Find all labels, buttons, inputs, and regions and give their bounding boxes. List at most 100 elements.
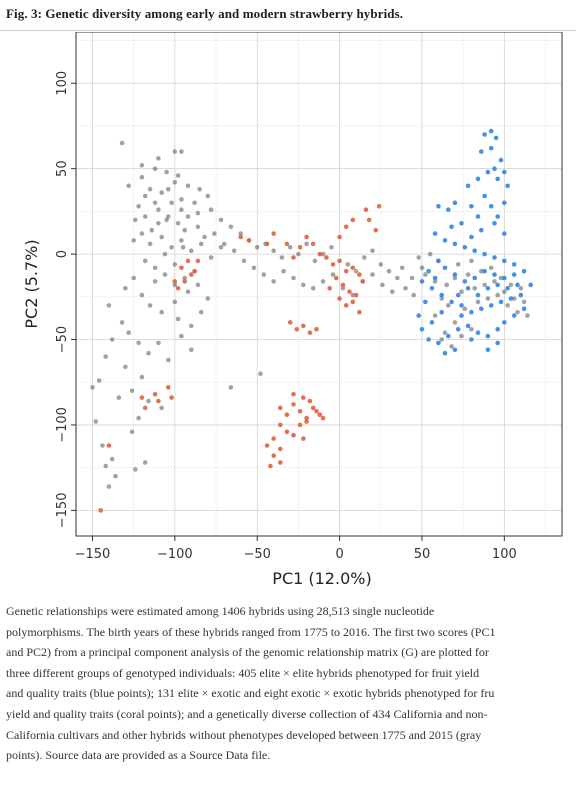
coral-point: [337, 258, 342, 264]
coral-point: [327, 286, 333, 291]
coral-point: [179, 265, 184, 271]
blue-point: [439, 292, 445, 298]
gray-point: [189, 248, 194, 253]
blue-point: [498, 299, 504, 305]
blue-point: [475, 292, 481, 298]
gray-point: [185, 214, 191, 219]
blue-point: [475, 214, 481, 219]
x-tick-label: −50: [244, 547, 271, 562]
blue-point: [502, 275, 507, 281]
coral-point: [189, 272, 194, 277]
gray-point: [459, 333, 464, 339]
gray-point: [395, 275, 400, 281]
gray-point: [378, 262, 384, 267]
coral-point: [357, 272, 362, 277]
gray-point: [169, 200, 174, 206]
coral-point: [268, 463, 273, 469]
gray-point: [399, 265, 405, 271]
coral-point: [98, 508, 103, 513]
coral-point: [185, 258, 191, 264]
blue-point: [502, 200, 507, 206]
blue-point: [515, 282, 520, 288]
gray-point: [498, 275, 504, 281]
blue-point: [449, 224, 454, 230]
blue-point: [432, 275, 438, 281]
gray-point: [197, 186, 202, 192]
gray-point: [126, 330, 131, 336]
coral-point: [172, 279, 178, 284]
gray-point: [472, 286, 478, 291]
gray-point: [482, 282, 487, 288]
blue-point: [442, 350, 448, 356]
coral-point: [314, 327, 319, 332]
blue-point: [502, 231, 507, 236]
coral-point: [142, 405, 148, 411]
blue-point: [505, 286, 510, 291]
gray-point: [449, 344, 454, 349]
coral-point: [297, 422, 303, 428]
blue-point: [492, 272, 497, 277]
blue-point: [469, 309, 474, 315]
caption-line: and quality traits (blue points); 131 el…: [6, 686, 495, 701]
blue-point: [502, 169, 507, 175]
gray-point: [147, 303, 153, 308]
gray-point: [146, 350, 151, 356]
gray-point: [427, 251, 433, 257]
coral-point: [320, 415, 326, 421]
gray-point: [152, 265, 158, 271]
gray-point: [228, 224, 234, 230]
blue-point: [455, 327, 461, 332]
blue-point: [455, 292, 461, 298]
gray-point: [172, 282, 178, 288]
gray-point: [439, 296, 445, 301]
gray-point: [152, 279, 158, 284]
blue-point: [436, 340, 441, 346]
blue-point: [426, 337, 431, 342]
gray-point: [208, 207, 214, 212]
blue-point: [511, 262, 517, 267]
gray-point: [175, 316, 181, 322]
blue-point: [479, 227, 484, 233]
blue-point: [485, 347, 491, 353]
y-tick-label: −150: [55, 493, 70, 529]
gray-point: [179, 149, 184, 154]
gray-point: [403, 286, 408, 291]
coral-point: [373, 227, 379, 233]
coral-point: [366, 217, 372, 223]
gray-point: [310, 286, 316, 291]
gray-point: [139, 174, 145, 180]
gray-point: [469, 327, 474, 332]
gray-point: [258, 371, 263, 377]
caption-line: California cultivars and other hybrids w…: [6, 727, 482, 742]
gray-point: [419, 265, 425, 271]
blue-point: [495, 214, 501, 219]
gray-point: [525, 313, 530, 318]
gray-point: [136, 340, 141, 346]
blue-point: [498, 157, 504, 163]
gray-point: [119, 320, 125, 325]
gray-point: [195, 210, 201, 216]
coral-point: [301, 323, 306, 329]
y-tick-label: −50: [55, 326, 70, 353]
blue-point: [439, 309, 445, 315]
gray-point: [488, 265, 494, 271]
plot-border: [75, 32, 563, 537]
coral-point: [278, 460, 283, 465]
coral-point: [169, 395, 174, 400]
coral-point: [307, 330, 313, 336]
gray-point: [390, 289, 395, 295]
title-divider: [0, 30, 576, 31]
coral-point: [301, 436, 306, 441]
coral-point: [314, 409, 319, 414]
gray-point: [93, 419, 99, 424]
gray-point: [465, 272, 471, 277]
gray-point: [136, 204, 141, 209]
gray-point: [139, 163, 145, 168]
blue-point: [508, 296, 514, 301]
plot-panel: [76, 32, 562, 536]
coral-point: [350, 265, 356, 271]
coral-point: [297, 245, 303, 250]
blue-point: [449, 299, 454, 305]
gray-point: [281, 268, 286, 274]
gray-point: [505, 303, 510, 308]
